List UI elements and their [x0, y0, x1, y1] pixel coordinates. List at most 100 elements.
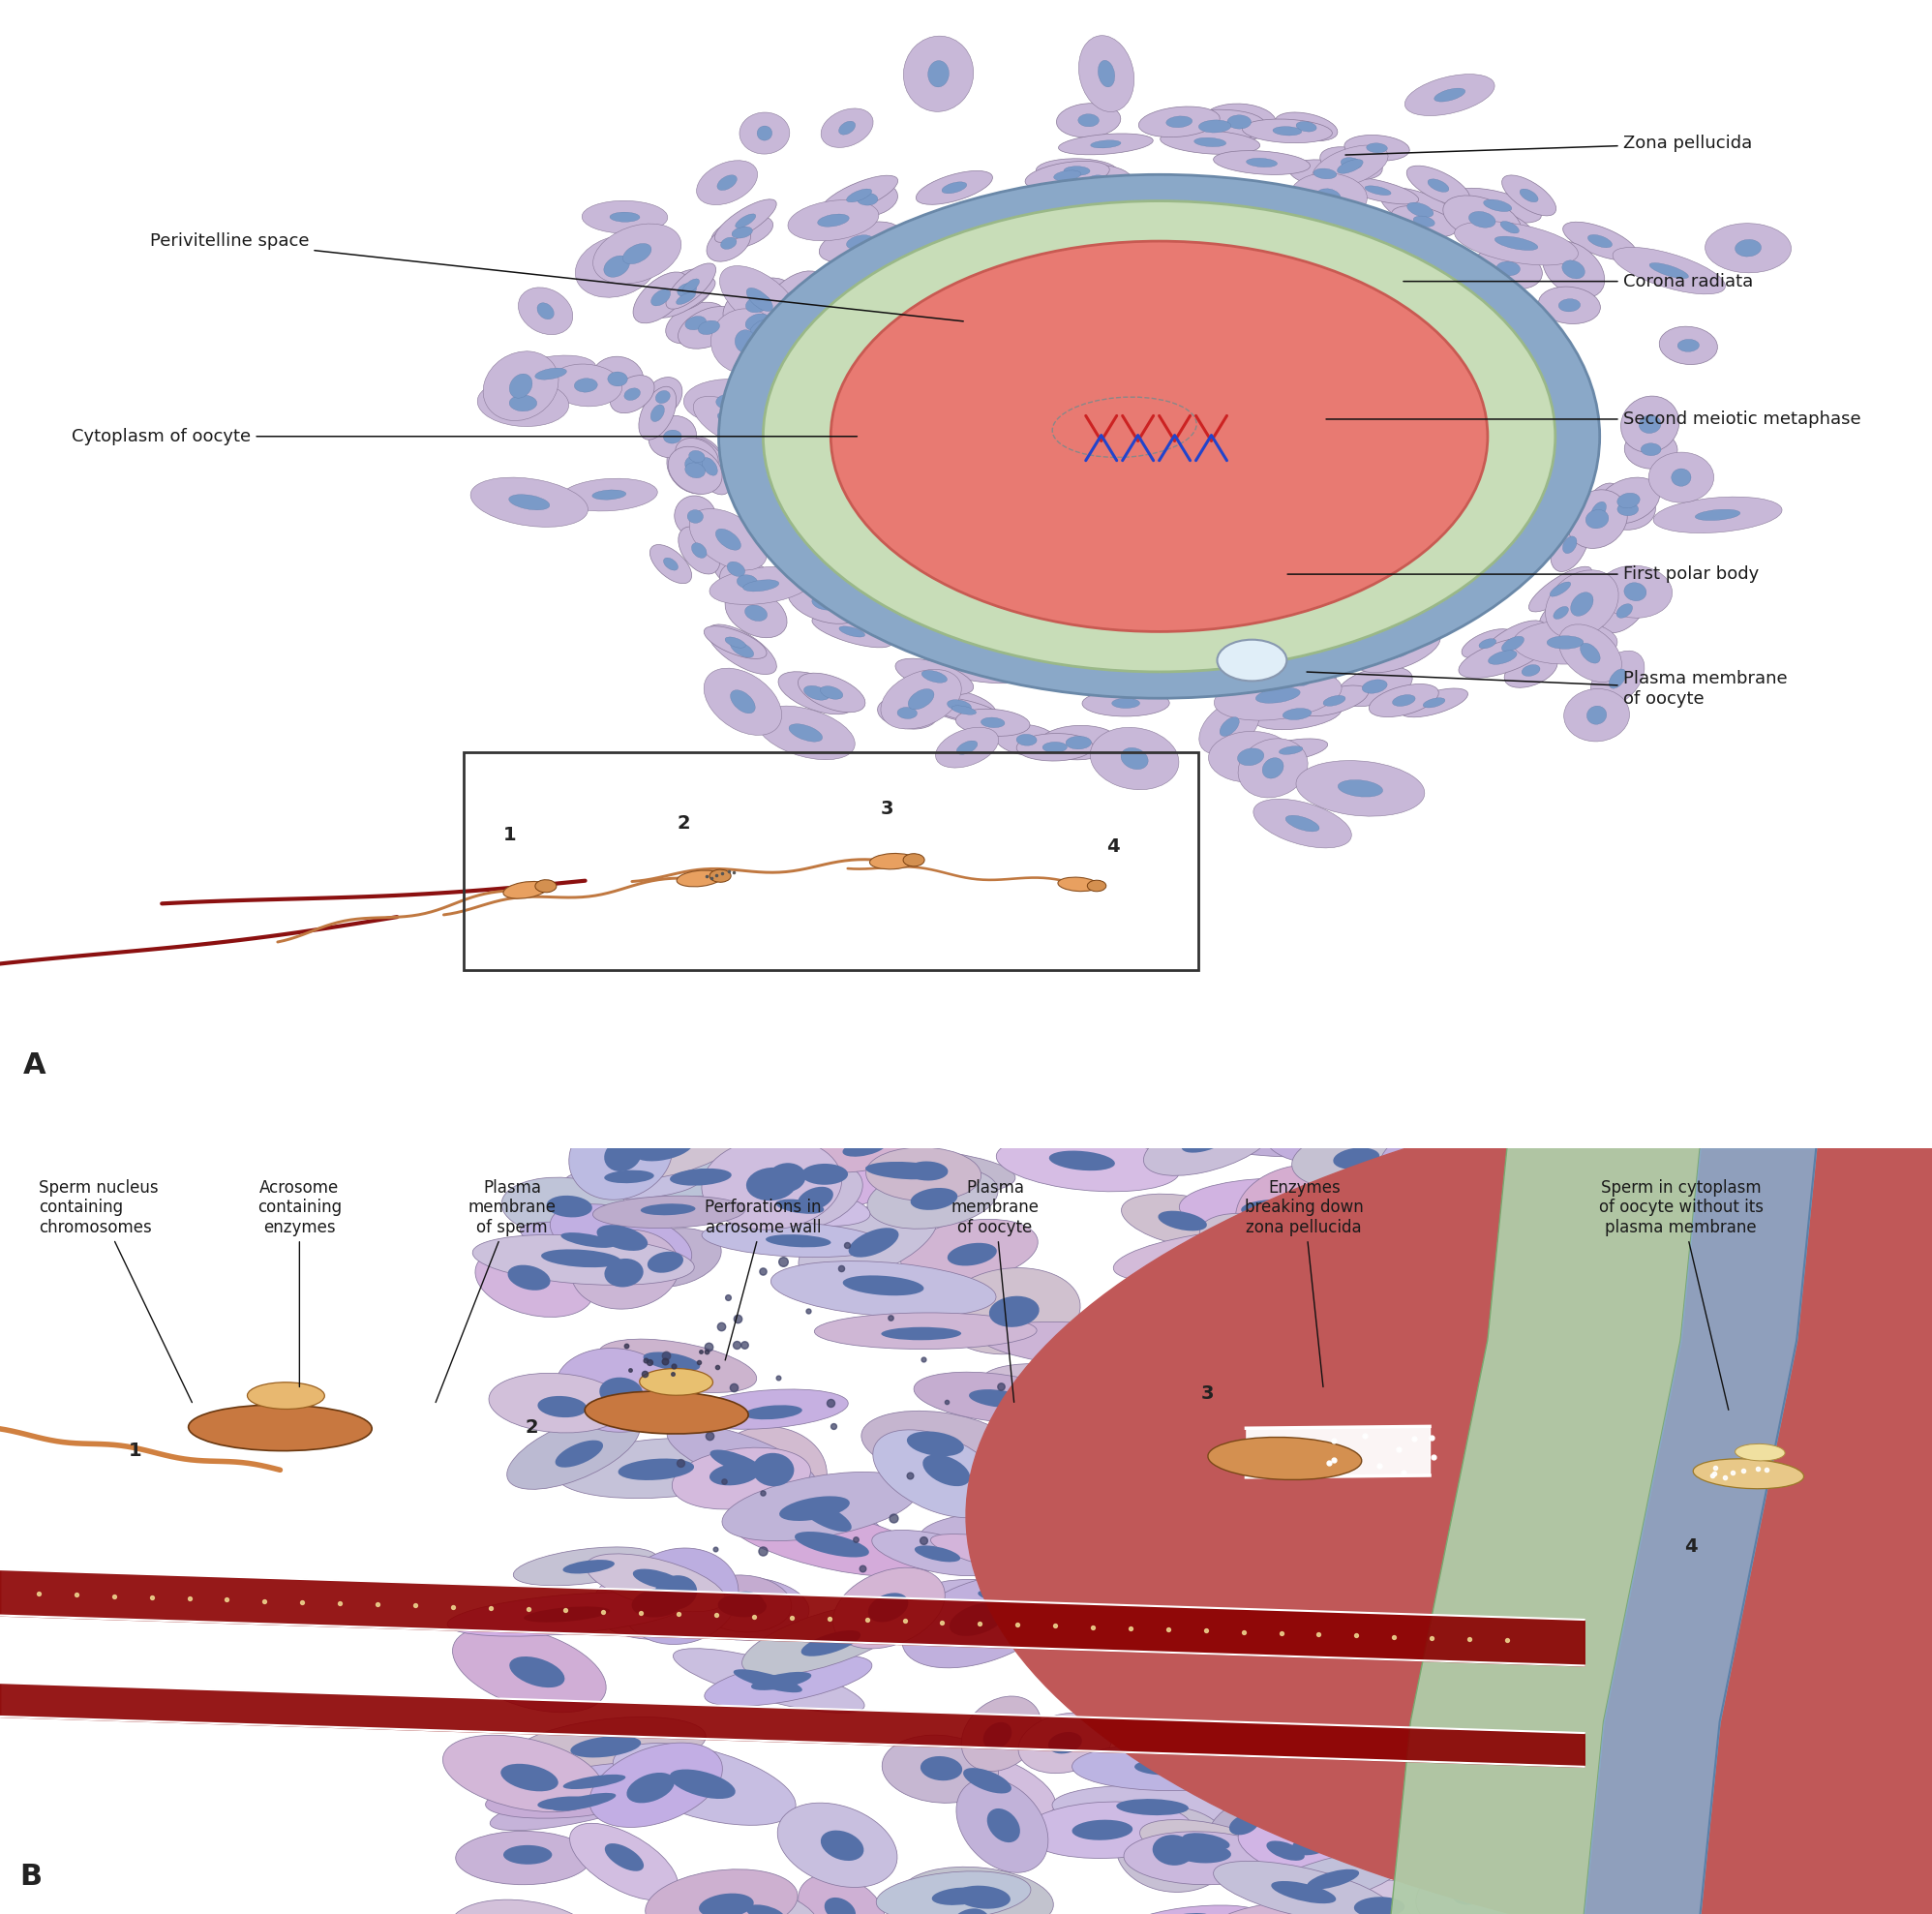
- Ellipse shape: [900, 1866, 1053, 1914]
- Ellipse shape: [1366, 144, 1387, 153]
- Ellipse shape: [734, 329, 755, 352]
- Ellipse shape: [1345, 136, 1410, 161]
- Ellipse shape: [1246, 1502, 1389, 1577]
- Ellipse shape: [537, 1395, 587, 1418]
- Ellipse shape: [1238, 679, 1316, 708]
- Ellipse shape: [728, 1591, 763, 1612]
- Text: Plasma membrane
of oocyte: Plasma membrane of oocyte: [1306, 670, 1787, 708]
- Ellipse shape: [705, 1656, 871, 1705]
- Ellipse shape: [643, 377, 682, 417]
- Text: 3: 3: [881, 800, 893, 817]
- Ellipse shape: [927, 61, 949, 86]
- Ellipse shape: [1544, 1110, 1611, 1135]
- Ellipse shape: [933, 658, 1026, 683]
- Ellipse shape: [995, 723, 1059, 756]
- Ellipse shape: [1515, 1256, 1559, 1282]
- Text: Zona pellucida: Zona pellucida: [1345, 134, 1752, 155]
- Ellipse shape: [1213, 1860, 1393, 1914]
- Ellipse shape: [1300, 1671, 1437, 1728]
- Ellipse shape: [1352, 1181, 1389, 1208]
- Ellipse shape: [537, 302, 554, 320]
- Ellipse shape: [560, 1233, 614, 1248]
- Ellipse shape: [719, 1594, 767, 1617]
- Ellipse shape: [1049, 1732, 1082, 1753]
- Ellipse shape: [1134, 1759, 1206, 1776]
- Ellipse shape: [1235, 1231, 1275, 1248]
- Ellipse shape: [956, 1885, 1010, 1908]
- Ellipse shape: [883, 1736, 999, 1803]
- Ellipse shape: [833, 1568, 945, 1648]
- Ellipse shape: [1520, 189, 1538, 203]
- Ellipse shape: [1009, 614, 1032, 632]
- Ellipse shape: [750, 320, 769, 337]
- Ellipse shape: [541, 1250, 620, 1267]
- Ellipse shape: [1505, 1248, 1557, 1273]
- Ellipse shape: [676, 291, 696, 304]
- Ellipse shape: [1238, 1824, 1345, 1880]
- Text: 2: 2: [526, 1418, 537, 1437]
- Ellipse shape: [549, 364, 622, 406]
- Ellipse shape: [611, 375, 655, 413]
- Ellipse shape: [1202, 1259, 1356, 1296]
- Ellipse shape: [1010, 1497, 1043, 1522]
- Ellipse shape: [1175, 1692, 1335, 1730]
- Ellipse shape: [1345, 1688, 1395, 1709]
- Ellipse shape: [657, 278, 715, 318]
- Ellipse shape: [672, 1447, 811, 1510]
- Ellipse shape: [744, 1405, 802, 1420]
- Ellipse shape: [663, 557, 678, 570]
- Ellipse shape: [1335, 1275, 1403, 1290]
- Ellipse shape: [1391, 207, 1457, 237]
- Ellipse shape: [508, 494, 549, 509]
- Ellipse shape: [696, 1575, 792, 1633]
- Ellipse shape: [1445, 1788, 1515, 1799]
- Ellipse shape: [605, 1843, 643, 1872]
- Ellipse shape: [1269, 651, 1337, 702]
- Ellipse shape: [922, 1746, 1055, 1818]
- Ellipse shape: [524, 1606, 611, 1623]
- Ellipse shape: [1617, 494, 1640, 507]
- Ellipse shape: [1291, 172, 1368, 220]
- Ellipse shape: [1153, 1836, 1194, 1866]
- Ellipse shape: [730, 641, 753, 658]
- Ellipse shape: [1111, 699, 1140, 708]
- Ellipse shape: [709, 869, 730, 882]
- Ellipse shape: [1117, 1799, 1188, 1814]
- Ellipse shape: [1057, 1579, 1088, 1600]
- Ellipse shape: [1213, 151, 1310, 174]
- Ellipse shape: [1291, 232, 1327, 255]
- Text: Perforations in
acrosome wall: Perforations in acrosome wall: [705, 1198, 821, 1361]
- Ellipse shape: [895, 658, 974, 695]
- Ellipse shape: [1325, 1510, 1393, 1535]
- Ellipse shape: [1136, 1612, 1275, 1658]
- Ellipse shape: [585, 1554, 724, 1612]
- Ellipse shape: [802, 1631, 860, 1656]
- Ellipse shape: [605, 1139, 641, 1171]
- Ellipse shape: [1099, 1391, 1128, 1416]
- Ellipse shape: [1293, 1129, 1420, 1189]
- Ellipse shape: [1059, 877, 1097, 892]
- Ellipse shape: [1598, 565, 1673, 618]
- Ellipse shape: [475, 1246, 593, 1317]
- Ellipse shape: [1563, 260, 1584, 279]
- Text: A: A: [23, 1051, 46, 1079]
- Ellipse shape: [1343, 1110, 1379, 1133]
- Ellipse shape: [1169, 1376, 1312, 1437]
- Ellipse shape: [952, 706, 976, 714]
- Ellipse shape: [1401, 1682, 1459, 1698]
- Ellipse shape: [1600, 488, 1656, 530]
- Ellipse shape: [980, 1323, 1213, 1370]
- Ellipse shape: [1026, 1571, 1065, 1604]
- Ellipse shape: [1352, 1665, 1513, 1709]
- Ellipse shape: [987, 1470, 1078, 1539]
- Ellipse shape: [1495, 235, 1538, 251]
- Ellipse shape: [736, 574, 757, 588]
- Ellipse shape: [1072, 1820, 1132, 1839]
- Ellipse shape: [1306, 1870, 1358, 1889]
- Ellipse shape: [1654, 498, 1781, 532]
- Ellipse shape: [1406, 167, 1470, 205]
- Ellipse shape: [1283, 1799, 1318, 1820]
- Ellipse shape: [1097, 61, 1115, 86]
- Ellipse shape: [1406, 1311, 1472, 1334]
- Ellipse shape: [798, 1187, 833, 1212]
